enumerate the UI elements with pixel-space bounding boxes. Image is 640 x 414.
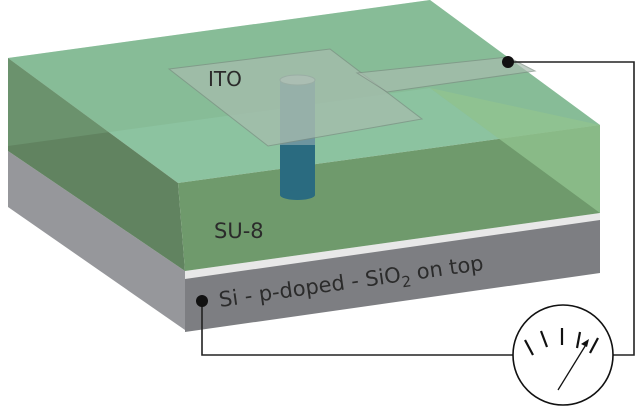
oxide-layer [185, 213, 600, 279]
ito-electrode [167, 48, 537, 147]
su8-back-shade [8, 0, 600, 213]
ammeter-gauge-icon [512, 304, 614, 406]
su8-left-face [8, 58, 185, 271]
circuit-wire [201, 61, 635, 356]
ito-label: ITO [208, 67, 242, 91]
substrate-front-face [185, 218, 600, 332]
contact-dot-icon [502, 56, 514, 68]
su8-right-face [430, 88, 600, 213]
substrate-left-face [8, 151, 185, 330]
su8-label: SU-8 [214, 219, 264, 243]
ito-strip [355, 56, 537, 93]
substrate [8, 151, 600, 332]
su8-front-face [178, 125, 600, 271]
contact-dot-icon [196, 295, 208, 307]
